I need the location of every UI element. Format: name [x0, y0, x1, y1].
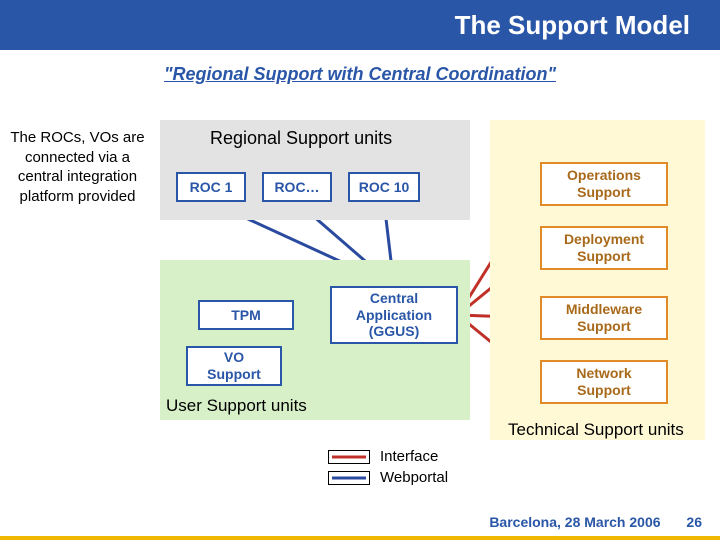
footer: Barcelona, 28 March 2006 26 — [489, 514, 702, 530]
footer-page: 26 — [686, 514, 702, 530]
node-net: NetworkSupport — [540, 360, 668, 404]
footer-date: Barcelona, 28 March 2006 — [489, 514, 660, 530]
node-mw: MiddlewareSupport — [540, 296, 668, 340]
accent-bar — [0, 536, 720, 540]
node-roc1: ROC 1 — [176, 172, 246, 202]
legend-label: Interface — [380, 448, 438, 465]
legend-item: Interface — [328, 448, 448, 465]
node-roc10: ROC 10 — [348, 172, 420, 202]
legend-label: Webportal — [380, 469, 448, 486]
legend-swatch — [328, 450, 370, 464]
node-rocE: ROC… — [262, 172, 332, 202]
node-ggus: CentralApplication(GGUS) — [330, 286, 458, 344]
legend-item: Webportal — [328, 469, 448, 486]
node-tpm: TPM — [198, 300, 294, 330]
panel-label-user: User Support units — [166, 396, 307, 416]
panel-label-tech: Technical Support units — [508, 420, 684, 440]
node-dep: DeploymentSupport — [540, 226, 668, 270]
legend-swatch — [328, 471, 370, 485]
panel-label-regional: Regional Support units — [210, 128, 392, 149]
node-vo: VOSupport — [186, 346, 282, 386]
legend: Interface Webportal — [328, 448, 448, 490]
node-ops: OperationsSupport — [540, 162, 668, 206]
